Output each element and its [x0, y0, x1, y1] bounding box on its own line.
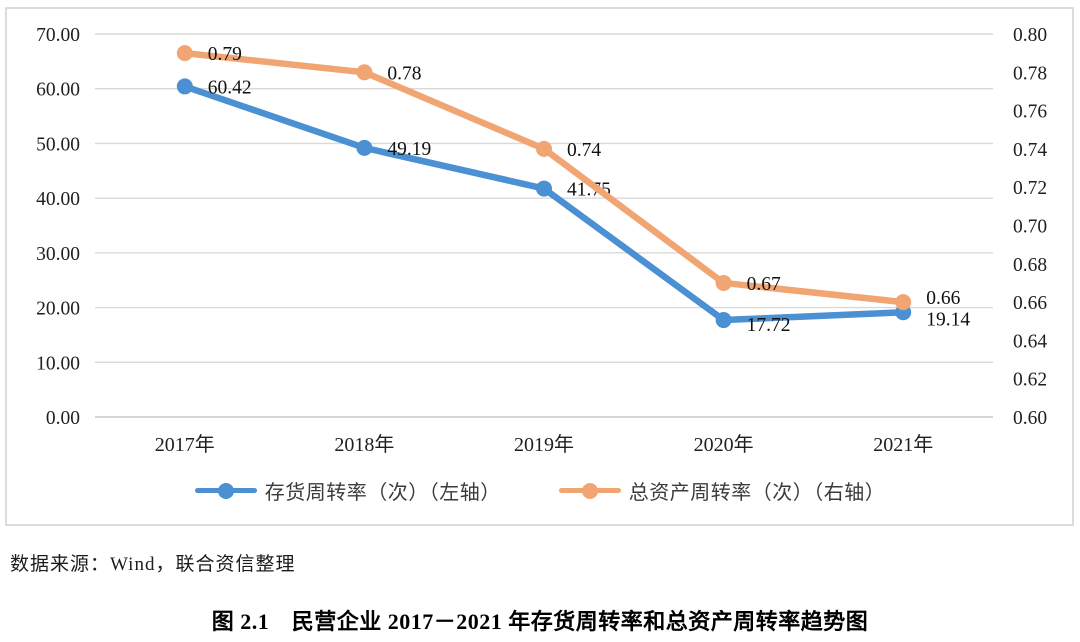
chart-border [5, 7, 1074, 526]
left-axis-tick: 10.00 [36, 353, 80, 374]
figure-caption: 图 2.1 民营企业 2017－2021 年存货周转率和总资产周转率趋势图 [211, 609, 869, 634]
right-axis-tick: 0.78 [1013, 63, 1047, 84]
left-axis-tick: 70.00 [36, 25, 80, 46]
left-axis-tick: 50.00 [36, 134, 80, 155]
legend-item: 存货周转率（次）（左轴） [194, 476, 501, 505]
chart-legend: 存货周转率（次）（左轴） 总资产周转率（次）（右轴） [0, 476, 1080, 505]
data-point-label: 0.78 [387, 63, 421, 84]
data-point-label: 19.14 [926, 309, 970, 330]
right-axis-tick: 0.74 [1013, 140, 1047, 161]
data-point [715, 274, 732, 291]
legend-dot-icon [217, 482, 234, 499]
line-chart: 70.00 60.00 50.00 40.00 30.00 20.00 10.00 0.00 0… [0, 7, 1080, 526]
data-point [176, 78, 193, 95]
data-point [176, 45, 193, 62]
x-axis-label: 2021年 [873, 433, 933, 456]
source-note: 数据来源：Wind，联合资信整理 [10, 554, 296, 575]
data-point-label: 49.19 [387, 139, 431, 160]
chart-canvas: 70.00 60.00 50.00 40.00 30.00 20.00 10.00 0.00 0… [5, 7, 1074, 526]
x-axis-label: 2020年 [694, 433, 754, 456]
left-axis-tick: 60.00 [36, 80, 80, 101]
right-axis-tick: 0.70 [1013, 217, 1047, 238]
data-point-label: 0.66 [926, 288, 960, 309]
right-axis-tick: 0.80 [1013, 25, 1047, 46]
legend-line-marker-icon [558, 482, 621, 499]
right-axis-tick: 0.64 [1013, 331, 1047, 352]
data-point-label: 60.42 [208, 77, 252, 98]
data-point [895, 294, 912, 311]
data-point-label: 0.67 [747, 274, 781, 295]
left-axis-tick: 20.00 [36, 299, 80, 320]
left-axis-tick: 40.00 [36, 189, 80, 210]
series-line [181, 83, 907, 324]
left-axis-tick: 0.00 [46, 408, 80, 429]
data-point-label: 41.75 [567, 180, 611, 201]
legend-dot-icon [581, 482, 598, 499]
legend-item: 总资产周转率（次）（右轴） [558, 476, 886, 505]
x-axis-label: 2018年 [334, 433, 394, 456]
x-axis-label: 2017年 [155, 433, 215, 456]
series-line [181, 49, 907, 306]
right-axis-tick: 0.66 [1013, 293, 1047, 314]
data-point [536, 180, 552, 197]
data-point-label: 0.79 [208, 44, 242, 65]
data-point-label: 17.72 [747, 315, 791, 336]
legend-line-marker-icon [194, 482, 257, 499]
data-point [356, 64, 373, 81]
data-point [536, 140, 552, 157]
right-axis-tick: 0.72 [1013, 178, 1047, 199]
right-axis-tick: 0.68 [1013, 255, 1047, 276]
legend-label: 存货周转率（次）（左轴） [264, 482, 501, 504]
data-point [356, 139, 373, 156]
x-axis-label: 2019年 [514, 433, 574, 456]
left-axis-tick: 30.00 [36, 244, 80, 265]
data-point [715, 312, 732, 329]
right-axis-tick: 0.62 [1013, 370, 1047, 391]
legend-label: 总资产周转率（次）（右轴） [628, 482, 886, 504]
right-axis-tick: 0.60 [1013, 408, 1047, 429]
data-point-label: 0.74 [567, 140, 601, 161]
right-axis-tick: 0.76 [1013, 102, 1047, 123]
